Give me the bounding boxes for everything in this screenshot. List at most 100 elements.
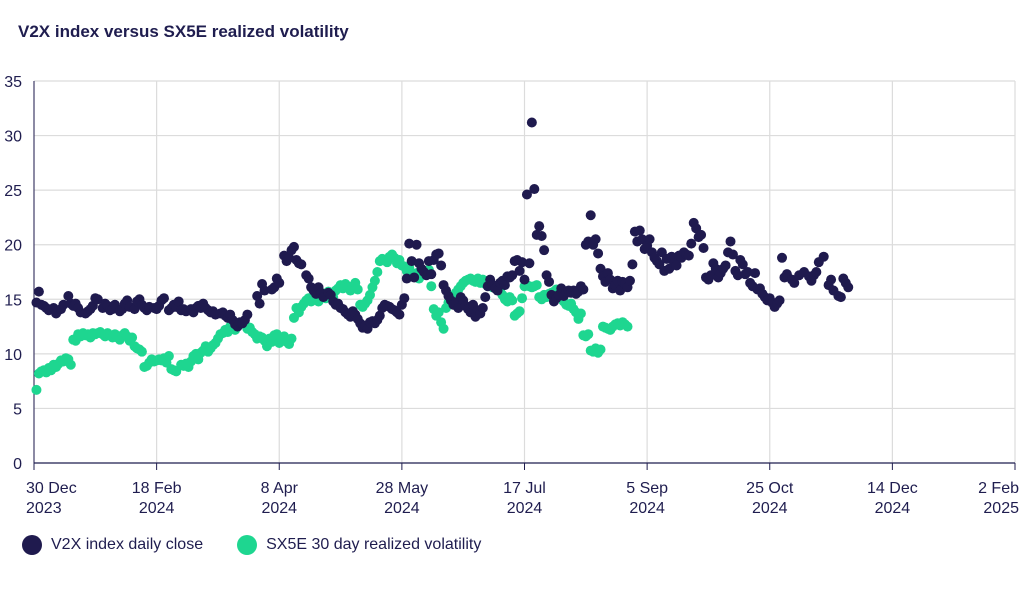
- v2x-point[interactable]: [539, 245, 550, 256]
- sx5e-vol-point[interactable]: [163, 351, 174, 362]
- v2x-point[interactable]: [521, 189, 532, 200]
- v2x-point[interactable]: [585, 210, 596, 221]
- v2x-point[interactable]: [409, 272, 420, 283]
- sx5e-vol-point[interactable]: [352, 284, 363, 295]
- v2x-point[interactable]: [254, 298, 265, 309]
- v2x-point[interactable]: [698, 242, 709, 253]
- v2x-point[interactable]: [129, 304, 140, 315]
- legend-item-sx5e[interactable]: SX5E 30 day realized volatility: [237, 535, 481, 555]
- sx5e-vol-point[interactable]: [136, 346, 147, 357]
- v2x-point[interactable]: [696, 229, 707, 240]
- v2x-point[interactable]: [404, 238, 415, 249]
- sx5e-vol-point[interactable]: [507, 295, 518, 306]
- v2x-point[interactable]: [436, 260, 447, 271]
- x-tick-label: 8 Apr: [261, 480, 299, 497]
- v2x-point[interactable]: [477, 303, 488, 314]
- v2x-point[interactable]: [259, 285, 270, 296]
- v2x-point[interactable]: [789, 277, 800, 288]
- legend-item-v2x[interactable]: V2X index daily close: [22, 535, 203, 555]
- y-tick-label: 10: [4, 347, 22, 364]
- sx5e-vol-point[interactable]: [65, 359, 76, 370]
- v2x-point[interactable]: [58, 299, 69, 310]
- v2x-point[interactable]: [519, 274, 530, 285]
- v2x-point[interactable]: [492, 285, 503, 296]
- sx5e-vol-point[interactable]: [438, 323, 449, 334]
- v2x-point[interactable]: [507, 270, 518, 281]
- sx5e-vol-point[interactable]: [369, 275, 380, 286]
- v2x-point[interactable]: [544, 276, 555, 287]
- v2x-point[interactable]: [593, 248, 604, 259]
- v2x-point[interactable]: [683, 250, 694, 261]
- v2x-point[interactable]: [536, 230, 547, 241]
- x-tick-label: 18 Feb: [132, 480, 182, 497]
- v2x-point[interactable]: [63, 291, 74, 302]
- v2x-point[interactable]: [401, 273, 412, 284]
- v2x-point[interactable]: [426, 269, 437, 280]
- y-tick-label: 20: [4, 238, 22, 255]
- sx5e-vol-point[interactable]: [372, 267, 383, 277]
- sx5e-vol-point[interactable]: [531, 280, 542, 291]
- sx5e-vol-point[interactable]: [127, 332, 138, 343]
- v2x-point[interactable]: [843, 282, 854, 293]
- v2x-point[interactable]: [480, 292, 491, 303]
- v2x-point[interactable]: [374, 310, 385, 321]
- v2x-point[interactable]: [590, 234, 601, 245]
- v2x-point[interactable]: [732, 270, 743, 281]
- v2x-point[interactable]: [826, 274, 837, 285]
- v2x-point[interactable]: [92, 294, 103, 305]
- sx5e-vol-point[interactable]: [433, 307, 444, 318]
- v2x-point[interactable]: [737, 259, 748, 270]
- v2x-point[interactable]: [750, 268, 761, 279]
- v2x-point[interactable]: [818, 251, 829, 262]
- v2x-point[interactable]: [274, 277, 285, 288]
- v2x-point[interactable]: [534, 221, 545, 232]
- sx5e-vol-point[interactable]: [286, 333, 297, 344]
- v2x-point[interactable]: [624, 275, 635, 286]
- v2x-point[interactable]: [529, 184, 540, 195]
- v2x-point[interactable]: [727, 249, 738, 260]
- v2x-point[interactable]: [399, 293, 410, 304]
- sx5e-vol-point[interactable]: [364, 289, 375, 300]
- v2x-point[interactable]: [526, 117, 537, 128]
- y-tick-label: 30: [4, 129, 22, 146]
- x-tick-label-year: 2025: [983, 500, 1019, 517]
- v2x-point[interactable]: [777, 252, 788, 263]
- v2x-point[interactable]: [252, 291, 263, 302]
- v2x-point[interactable]: [742, 267, 753, 277]
- v2x-point[interactable]: [394, 309, 405, 320]
- sx5e-vol-point[interactable]: [514, 306, 525, 317]
- x-tick-label-year: 2023: [26, 500, 62, 517]
- v2x-point[interactable]: [33, 286, 44, 297]
- sx5e-vol-point[interactable]: [31, 384, 42, 395]
- v2x-point[interactable]: [517, 257, 528, 268]
- v2x-point[interactable]: [671, 260, 682, 271]
- sx5e-vol-point[interactable]: [517, 293, 528, 304]
- v2x-point[interactable]: [524, 258, 535, 269]
- v2x-point[interactable]: [242, 309, 253, 320]
- v2x-point[interactable]: [811, 267, 822, 277]
- v2x-point[interactable]: [774, 295, 785, 306]
- v2x-point[interactable]: [296, 259, 307, 270]
- sx5e-vol-point[interactable]: [575, 308, 586, 319]
- v2x-point[interactable]: [303, 273, 314, 284]
- v2x-point[interactable]: [173, 296, 184, 307]
- v2x-point[interactable]: [578, 284, 589, 295]
- sx5e-vol-point[interactable]: [583, 329, 594, 340]
- v2x-point[interactable]: [411, 239, 422, 250]
- sx5e-vol-point[interactable]: [622, 321, 633, 332]
- v2x-point[interactable]: [514, 265, 525, 276]
- v2x-point[interactable]: [686, 238, 697, 249]
- v2x-point[interactable]: [595, 263, 606, 274]
- v2x-point[interactable]: [644, 234, 655, 245]
- v2x-point[interactable]: [627, 259, 638, 270]
- v2x-point[interactable]: [720, 260, 731, 271]
- v2x-point[interactable]: [499, 280, 510, 291]
- sx5e-vol-point[interactable]: [426, 281, 437, 292]
- sx5e-vol-point[interactable]: [595, 344, 606, 355]
- v2x-point[interactable]: [433, 248, 444, 259]
- v2x-point[interactable]: [634, 225, 645, 236]
- v2x-point[interactable]: [835, 292, 846, 303]
- v2x-point[interactable]: [725, 236, 736, 247]
- v2x-point[interactable]: [158, 293, 169, 304]
- v2x-point[interactable]: [288, 241, 299, 252]
